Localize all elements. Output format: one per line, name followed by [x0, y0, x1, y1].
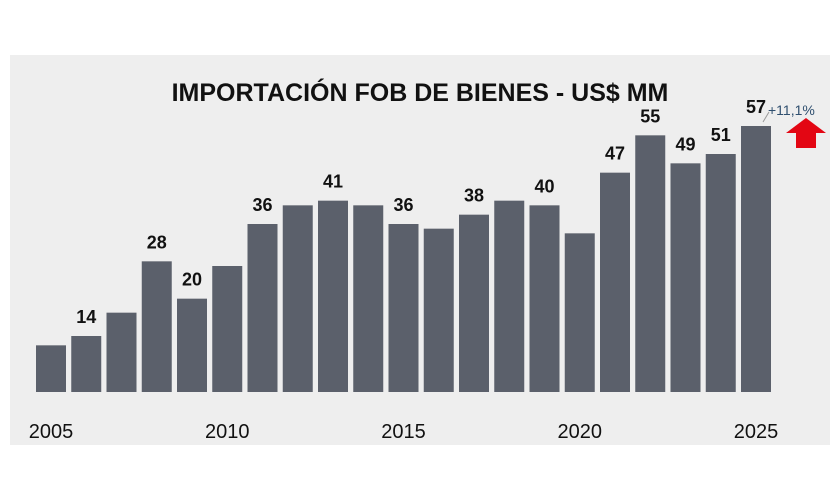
bar-2019 [529, 205, 560, 392]
value-labels-group: 14 28 20 36 41 36 38 40 47 55 49 51 57 [76, 97, 770, 327]
value-label-2024: 51 [711, 125, 731, 145]
bar-2010 [212, 266, 243, 392]
growth-label: +11,1% [768, 102, 815, 118]
value-label-2008: 28 [147, 232, 167, 252]
x-tick-2010: 2010 [205, 421, 250, 443]
bar-2011 [247, 224, 278, 392]
value-label-2017: 38 [464, 186, 484, 206]
value-label-2019: 40 [534, 176, 554, 196]
bars-group [36, 126, 771, 392]
label-leader-line [762, 111, 770, 123]
bar-2018 [494, 200, 525, 392]
value-label-2006: 14 [76, 307, 96, 327]
value-label-2009: 20 [182, 270, 202, 290]
x-axis-ticks: 2005 2010 2015 2020 2025 [29, 421, 779, 443]
bar-2017 [459, 214, 489, 392]
bar-2013 [318, 200, 348, 392]
bar-2023 [670, 163, 701, 392]
bar-2022 [635, 135, 666, 392]
bar-2025 [741, 126, 771, 392]
value-label-2011: 36 [252, 195, 272, 215]
bar-2021 [600, 172, 630, 392]
bar-2020 [564, 233, 595, 392]
value-label-2022: 55 [640, 106, 660, 126]
bar-2009 [177, 298, 207, 392]
x-tick-2025: 2025 [734, 421, 779, 443]
up-arrow-icon [786, 118, 826, 148]
value-label-2023: 49 [675, 134, 695, 154]
value-label-2021: 47 [605, 144, 625, 164]
value-label-2013: 41 [323, 172, 343, 192]
bar-2015 [388, 224, 419, 392]
x-tick-2015: 2015 [381, 421, 426, 443]
bar-2016 [423, 228, 454, 392]
bar-2006 [71, 336, 102, 392]
growth-annotation: +11,1% [768, 102, 826, 148]
bar-2008 [141, 261, 172, 392]
x-tick-2005: 2005 [29, 421, 74, 443]
bar-2007 [106, 312, 137, 392]
x-tick-2020: 2020 [558, 421, 603, 443]
bar-2014 [353, 205, 384, 392]
chart-title: IMPORTACIÓN FOB DE BIENES - US$ MM [172, 77, 669, 107]
value-label-2015: 36 [393, 195, 413, 215]
bar-2005 [36, 345, 66, 392]
value-label-2025: 57 [746, 97, 766, 117]
bar-2024 [705, 154, 736, 392]
bar-2012 [282, 205, 313, 392]
